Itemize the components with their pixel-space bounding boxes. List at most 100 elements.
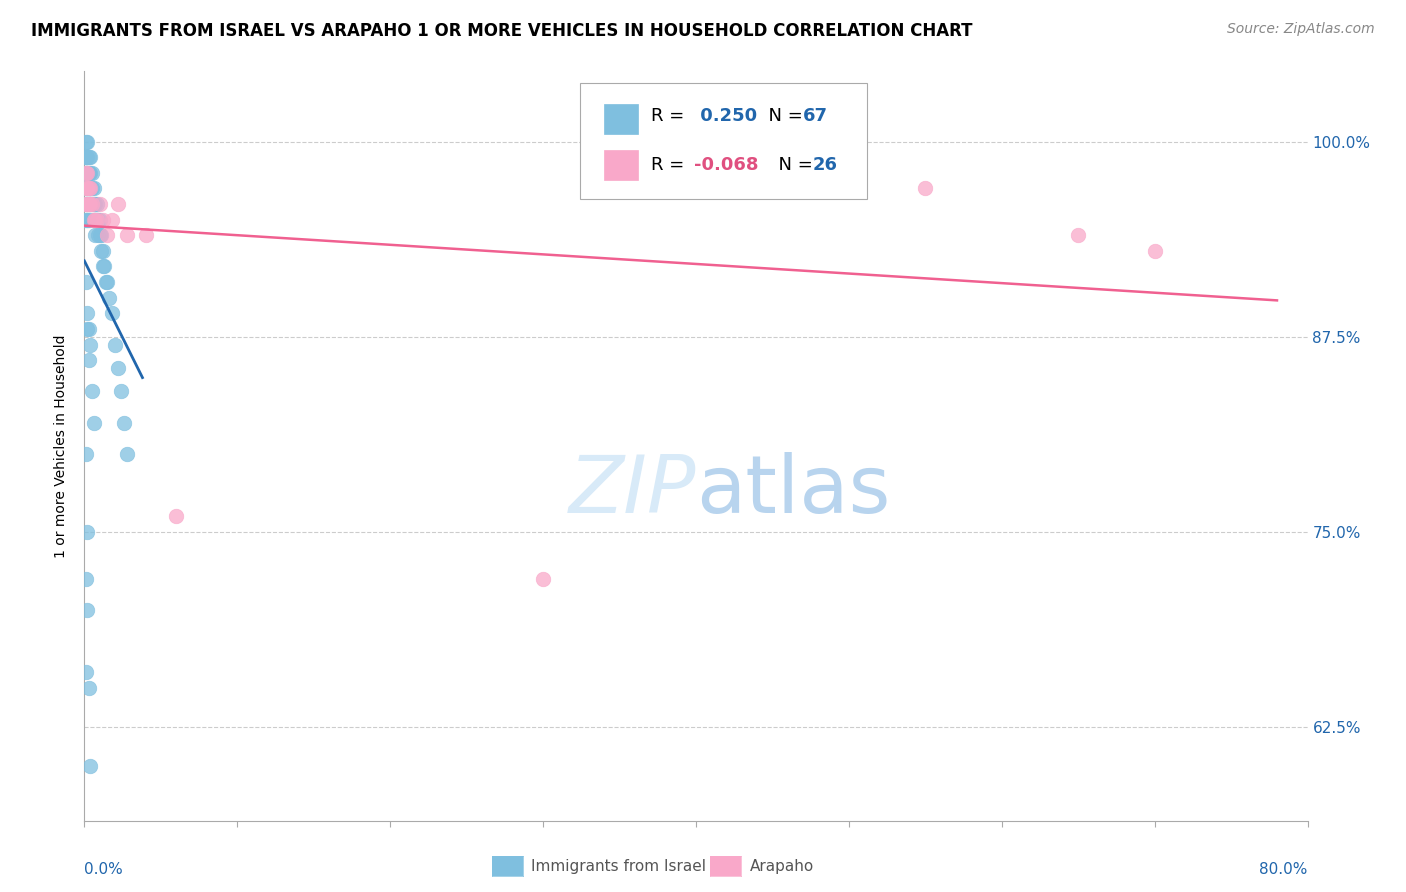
Point xyxy=(76,150,98,164)
Point xyxy=(80,197,103,211)
Point xyxy=(84,197,107,211)
Point xyxy=(75,197,97,211)
Point xyxy=(79,150,101,164)
Point xyxy=(77,212,100,227)
Point xyxy=(76,603,98,617)
Point xyxy=(83,212,105,227)
Point xyxy=(76,166,98,180)
FancyBboxPatch shape xyxy=(579,83,868,199)
Point xyxy=(75,181,97,195)
Text: ZIP: ZIP xyxy=(568,452,696,530)
Point xyxy=(76,197,98,211)
Point xyxy=(75,181,97,195)
Point xyxy=(101,306,124,320)
Point xyxy=(76,135,98,149)
Point xyxy=(89,197,111,211)
FancyBboxPatch shape xyxy=(605,103,638,134)
Point xyxy=(77,322,100,336)
Point xyxy=(75,275,97,289)
Point xyxy=(75,166,97,180)
Text: 0.250: 0.250 xyxy=(693,107,756,125)
Point xyxy=(76,181,98,195)
Point xyxy=(80,166,103,180)
Point xyxy=(112,416,135,430)
Point xyxy=(77,166,100,180)
Point xyxy=(77,197,100,211)
Point xyxy=(84,212,107,227)
Point xyxy=(96,275,118,289)
Point xyxy=(75,665,97,680)
Point xyxy=(77,181,100,195)
Text: atlas: atlas xyxy=(696,452,890,530)
Point xyxy=(76,322,98,336)
Point xyxy=(101,212,124,227)
Point xyxy=(83,181,105,195)
Point xyxy=(104,337,127,351)
Point xyxy=(87,212,110,227)
Point xyxy=(97,291,120,305)
Text: 67: 67 xyxy=(803,107,827,125)
Point xyxy=(80,384,103,399)
Point xyxy=(86,197,108,211)
Point xyxy=(79,759,101,773)
Point xyxy=(76,197,98,211)
Text: 80.0%: 80.0% xyxy=(1260,862,1308,877)
Text: N =: N = xyxy=(766,156,818,174)
Point xyxy=(75,150,97,164)
Point xyxy=(75,150,97,164)
Point xyxy=(110,384,132,399)
Point xyxy=(79,181,101,195)
Text: IMMIGRANTS FROM ISRAEL VS ARAPAHO 1 OR MORE VEHICLES IN HOUSEHOLD CORRELATION CH: IMMIGRANTS FROM ISRAEL VS ARAPAHO 1 OR M… xyxy=(31,22,973,40)
Point xyxy=(75,572,97,586)
Point xyxy=(84,228,107,243)
Point xyxy=(107,197,129,211)
Point xyxy=(1067,228,1090,243)
Point xyxy=(79,197,101,211)
Point xyxy=(96,228,118,243)
Point xyxy=(107,360,129,375)
Point xyxy=(80,197,103,211)
Point xyxy=(531,572,554,586)
Point xyxy=(83,416,105,430)
Point xyxy=(165,509,187,524)
Point xyxy=(76,166,98,180)
Point xyxy=(91,260,114,274)
Point xyxy=(86,212,108,227)
Y-axis label: 1 or more Vehicles in Household: 1 or more Vehicles in Household xyxy=(55,334,69,558)
Point xyxy=(1143,244,1166,258)
Point xyxy=(91,212,114,227)
Point xyxy=(135,228,157,243)
Point xyxy=(76,306,98,320)
Point xyxy=(89,228,111,243)
Point xyxy=(76,524,98,539)
Point xyxy=(86,212,108,227)
Point xyxy=(91,244,114,258)
Text: Source: ZipAtlas.com: Source: ZipAtlas.com xyxy=(1227,22,1375,37)
Point xyxy=(115,228,138,243)
Point xyxy=(79,166,101,180)
Point xyxy=(76,212,98,227)
Text: R =: R = xyxy=(651,107,690,125)
Text: 0.0%: 0.0% xyxy=(84,862,124,877)
Point xyxy=(914,181,936,195)
Point xyxy=(75,135,97,149)
Point xyxy=(94,275,117,289)
Text: N =: N = xyxy=(758,107,808,125)
Text: 26: 26 xyxy=(813,156,837,174)
Point xyxy=(75,197,97,211)
Point xyxy=(90,244,112,258)
Point xyxy=(76,181,98,195)
Point xyxy=(90,228,112,243)
Point xyxy=(79,181,101,195)
Point xyxy=(79,337,101,351)
Text: Immigrants from Israel: Immigrants from Israel xyxy=(531,859,706,873)
Text: Arapaho: Arapaho xyxy=(749,859,814,873)
Point xyxy=(75,212,97,227)
Point xyxy=(89,212,111,227)
Point xyxy=(75,166,97,180)
Point xyxy=(77,681,100,695)
Point xyxy=(80,181,103,195)
Point xyxy=(83,212,105,227)
Text: R =: R = xyxy=(651,156,690,174)
Point xyxy=(93,260,115,274)
